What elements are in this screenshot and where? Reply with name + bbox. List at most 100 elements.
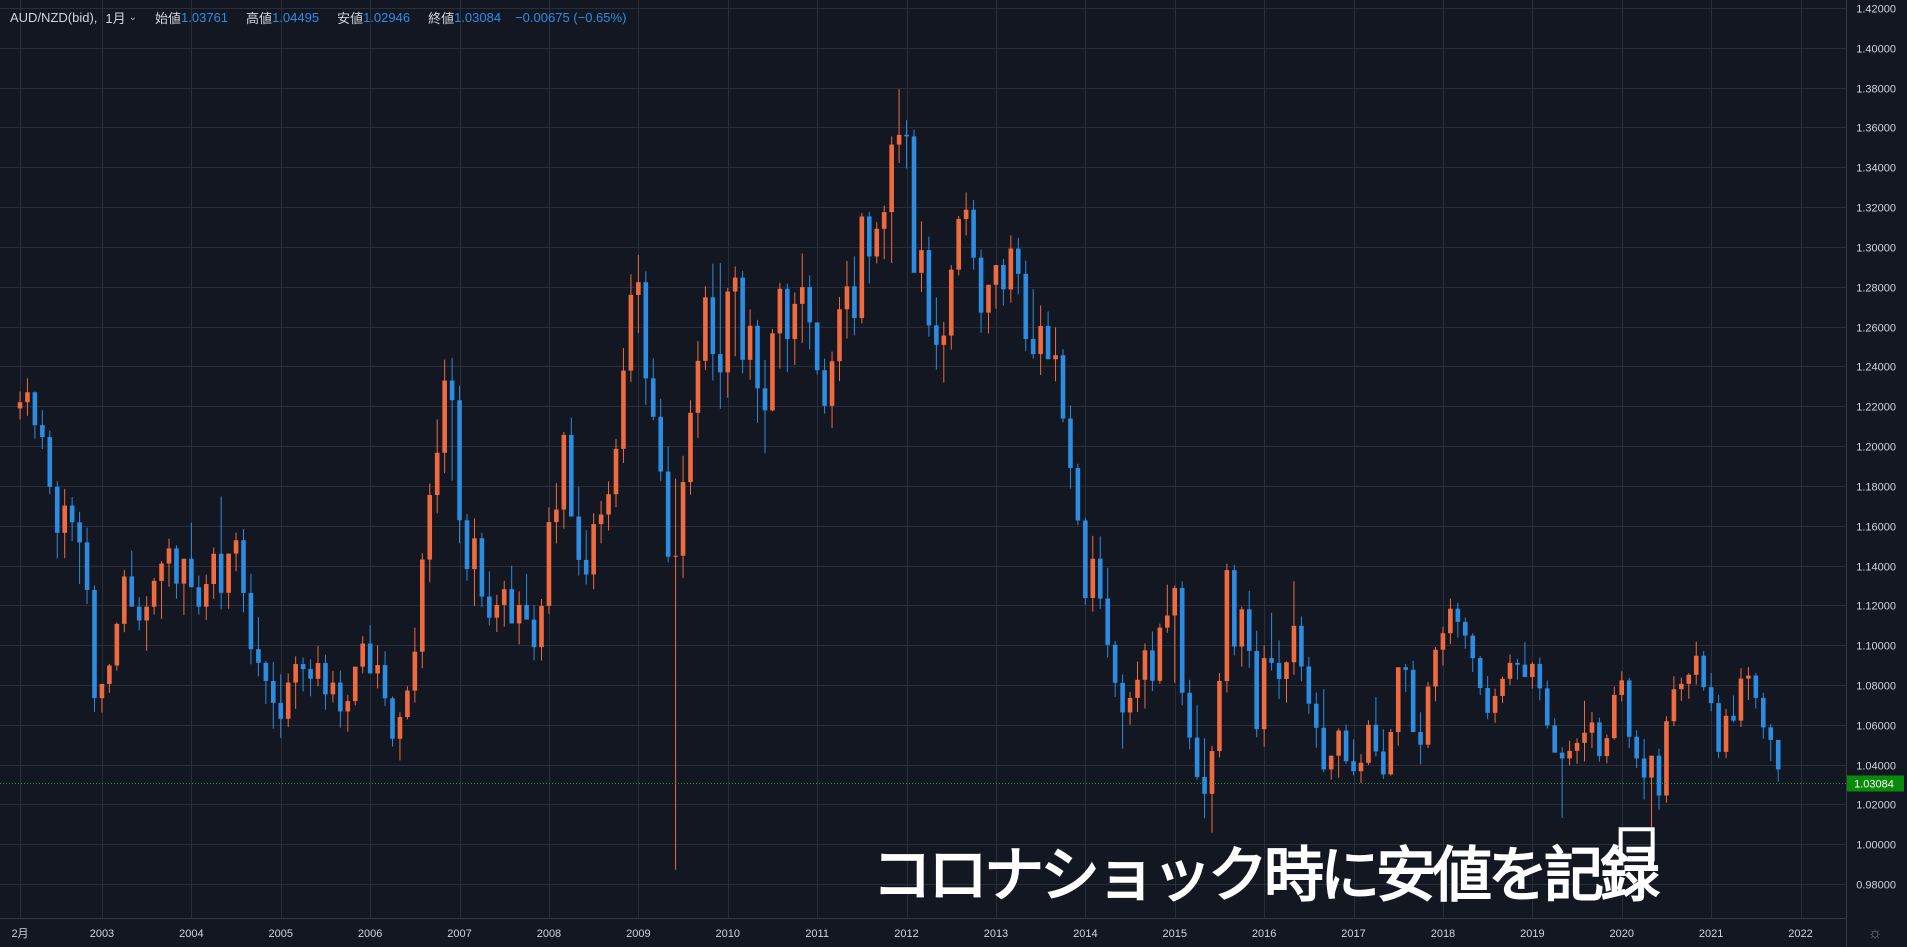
candle-body	[1120, 682, 1125, 713]
candle-body	[718, 354, 723, 373]
candles	[17, 89, 1781, 870]
candle	[695, 341, 701, 438]
candle	[241, 528, 246, 613]
candle	[47, 430, 53, 495]
candle-body	[948, 269, 954, 336]
symbol-name[interactable]: AUD/NZD(bid),	[10, 10, 98, 25]
candle	[948, 265, 954, 350]
candle	[1492, 688, 1498, 723]
candle	[159, 561, 164, 619]
candle	[591, 513, 596, 590]
candle	[1008, 235, 1014, 303]
candle-body	[1276, 662, 1282, 680]
candle-body	[1455, 608, 1461, 622]
candle	[352, 666, 358, 706]
candle-body	[40, 425, 45, 438]
candle	[412, 627, 418, 703]
candle-body	[1530, 663, 1535, 678]
candle	[1284, 661, 1289, 703]
time-axis-panel[interactable]	[0, 918, 1846, 947]
candle-body	[1157, 627, 1163, 681]
candle	[1597, 717, 1602, 762]
candle	[338, 670, 343, 728]
candle	[390, 696, 395, 747]
candle-body	[367, 643, 373, 674]
high-label: 高値	[246, 11, 273, 26]
candle	[785, 283, 790, 373]
candle-body	[233, 540, 239, 554]
candle	[1552, 718, 1557, 753]
candle-body	[695, 360, 701, 413]
candle-body	[1589, 722, 1595, 733]
candle	[1500, 676, 1505, 703]
interval-selector[interactable]: 1月 ⌄	[105, 8, 137, 27]
price-tick-label: 1.12000	[1856, 601, 1896, 613]
candle	[1366, 720, 1371, 766]
candle	[971, 199, 976, 270]
candle	[1477, 655, 1483, 696]
candle-body	[1522, 664, 1528, 678]
candle-body	[1418, 731, 1423, 745]
candle	[703, 286, 708, 370]
candle	[904, 120, 909, 169]
candle-body	[680, 482, 686, 556]
candle	[1746, 667, 1751, 700]
candle	[293, 656, 298, 709]
candle-body	[1291, 625, 1297, 663]
close-value: 1.03084	[454, 10, 502, 25]
time-tick-label: 2022	[1788, 928, 1812, 940]
candle	[792, 292, 798, 366]
candle-body	[710, 297, 716, 355]
candle	[777, 282, 783, 369]
time-tick-label: 2017	[1341, 928, 1365, 940]
candle-body	[1306, 666, 1312, 704]
candle	[747, 309, 753, 380]
candle	[1410, 660, 1416, 733]
candle-body	[829, 361, 835, 406]
price-tick-label: 1.08000	[1856, 681, 1896, 693]
candle-body	[1425, 686, 1431, 745]
candle-body	[1254, 650, 1259, 730]
candle-body	[501, 589, 507, 605]
candle	[278, 674, 284, 738]
candle-body	[77, 522, 82, 543]
gear-icon[interactable]: ☼	[1867, 925, 1883, 942]
candle	[434, 419, 440, 514]
candle-body	[293, 664, 298, 683]
candle-body	[256, 649, 261, 663]
candle-body	[1239, 609, 1245, 647]
candle-body	[1708, 687, 1714, 704]
candle	[1142, 643, 1148, 709]
candle-body	[1299, 625, 1304, 667]
candle-body	[1209, 751, 1215, 794]
time-tick-label: 2004	[179, 928, 203, 940]
candle-body	[278, 702, 284, 719]
candle-body	[1693, 655, 1699, 675]
candle-body	[911, 136, 917, 273]
candle	[144, 596, 149, 651]
candle	[986, 284, 991, 334]
candle	[740, 271, 745, 374]
candle	[1194, 705, 1200, 780]
price-tick-label: 1.00000	[1856, 840, 1896, 852]
candle	[1649, 755, 1654, 840]
candle	[963, 192, 969, 236]
candle	[1634, 730, 1639, 769]
candle-body	[904, 134, 909, 137]
candle-body	[703, 297, 708, 361]
time-tick-label: 2006	[358, 928, 382, 940]
candle-body	[181, 558, 187, 584]
price-tick-label: 1.06000	[1856, 721, 1896, 733]
time-tick-label: 2021	[1699, 928, 1723, 940]
candle-body	[420, 559, 425, 652]
candle	[874, 222, 880, 264]
candle-body	[650, 378, 656, 417]
candle	[1299, 616, 1304, 682]
candle	[919, 221, 924, 293]
candle-body	[852, 286, 857, 319]
candle-body	[941, 335, 947, 345]
candle	[1083, 517, 1088, 605]
time-tick-label: 2014	[1073, 928, 1097, 940]
